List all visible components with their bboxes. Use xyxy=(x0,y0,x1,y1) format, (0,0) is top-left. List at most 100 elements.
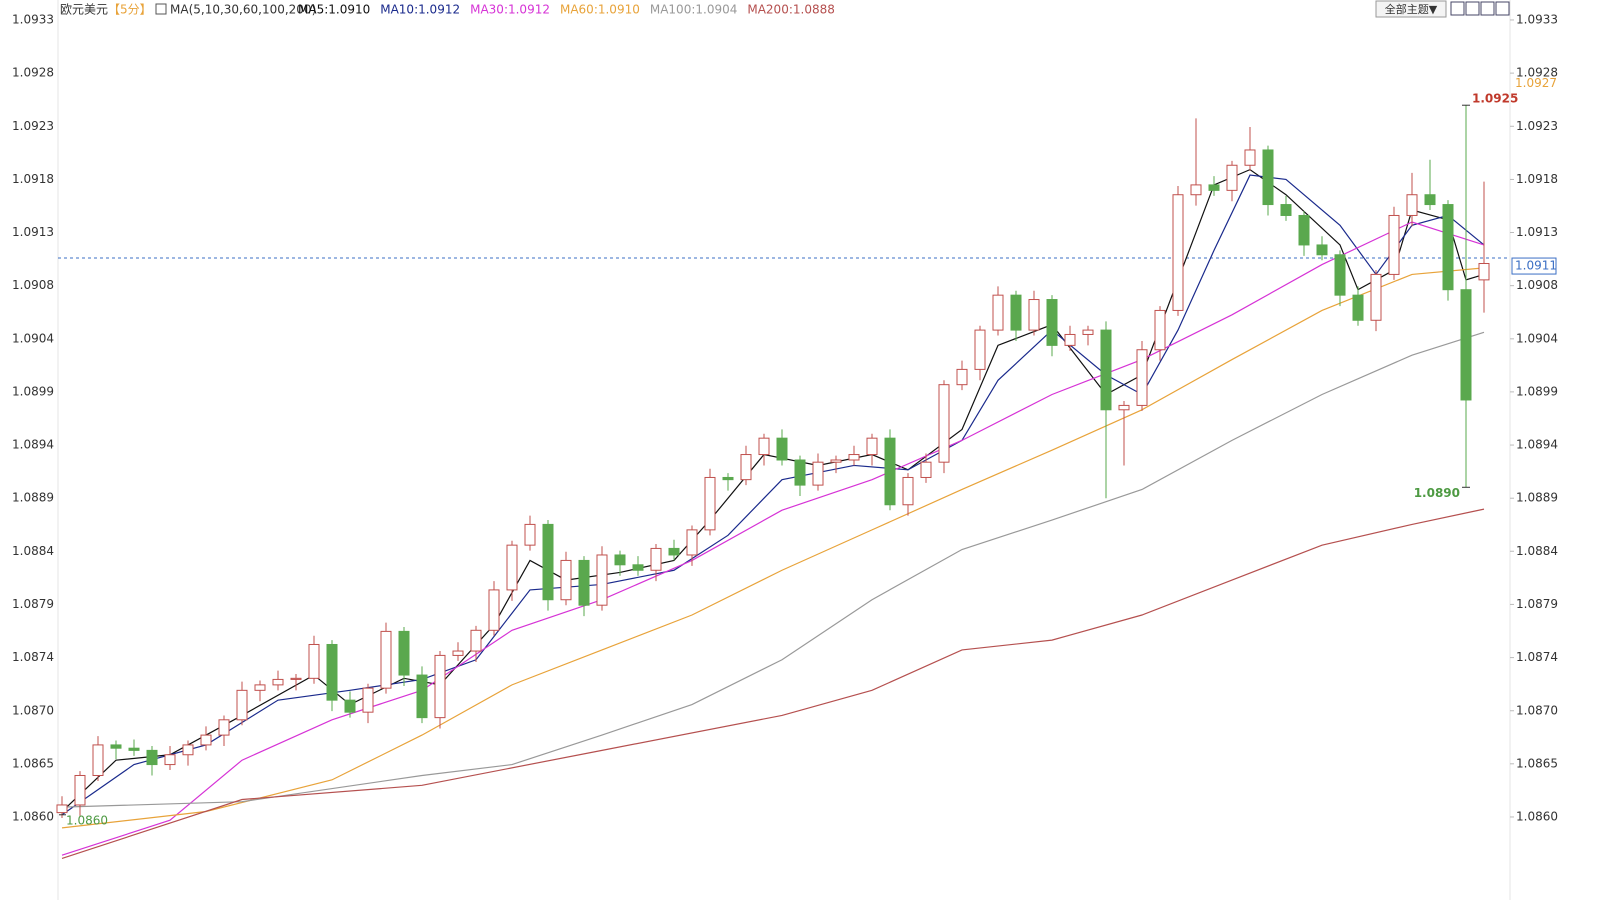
y-tick-label: 1.0933 xyxy=(1516,12,1558,26)
candle-body xyxy=(704,476,716,531)
y-tick-label: 1.0884 xyxy=(1516,544,1558,558)
candle-body xyxy=(1010,294,1022,331)
candle-body xyxy=(1064,333,1076,346)
y-tick-label: 1.0884 xyxy=(12,544,54,558)
y-tick-label: 1.0899 xyxy=(1516,384,1558,398)
candle-body xyxy=(1298,214,1310,246)
candle-body xyxy=(560,559,572,601)
candle-body xyxy=(1190,184,1202,196)
candle-body xyxy=(902,476,914,506)
price-marker-label: 1.0927 xyxy=(1515,76,1557,90)
toolbar-icons xyxy=(1450,1,1510,16)
candle-body xyxy=(1388,214,1400,275)
icon-button[interactable] xyxy=(1480,1,1495,16)
ma-line xyxy=(61,508,1485,860)
candle-body xyxy=(614,554,626,566)
candle-body xyxy=(308,643,320,679)
candle-body xyxy=(398,630,410,676)
y-tick-label: 1.0894 xyxy=(12,438,54,452)
y-tick-label: 1.0918 xyxy=(12,172,54,186)
candle-body xyxy=(236,689,248,721)
y-tick-label: 1.0874 xyxy=(1516,650,1558,664)
candle-body xyxy=(74,774,86,806)
candle-body xyxy=(794,459,806,486)
ma-line xyxy=(61,221,1485,856)
y-tick-label: 1.0870 xyxy=(12,703,54,717)
candle-body xyxy=(542,523,554,601)
candle-body xyxy=(830,459,842,463)
y-tick-label: 1.0933 xyxy=(12,12,54,26)
y-tick-label: 1.0860 xyxy=(1516,809,1558,823)
candle-body xyxy=(812,461,824,486)
candle-body xyxy=(200,734,212,746)
y-tick-label: 1.0913 xyxy=(12,225,54,239)
candle-body xyxy=(1100,329,1112,411)
candle-body xyxy=(1406,194,1418,216)
candle-body xyxy=(1334,254,1346,296)
candle-body xyxy=(686,529,698,556)
candle-body xyxy=(1352,294,1364,321)
chart-subtitle: 【5分】 xyxy=(108,3,152,17)
y-tick-label: 1.0904 xyxy=(12,331,54,345)
candle-body xyxy=(1208,184,1220,191)
y-tick-label: 1.0908 xyxy=(12,278,54,292)
candle-body xyxy=(848,454,860,461)
candle-body xyxy=(56,804,68,814)
ma-line xyxy=(61,267,1485,829)
start-label: 1.0860 xyxy=(66,813,108,827)
indicator-icon[interactable] xyxy=(155,3,167,15)
legend-entry: MA200:1.0888 xyxy=(747,3,835,17)
candle-body xyxy=(992,294,1004,331)
y-tick-label: 1.0879 xyxy=(12,597,54,611)
candle-body xyxy=(1154,309,1166,351)
candle-body xyxy=(1118,404,1130,411)
candle-body xyxy=(1262,149,1274,206)
y-tick-label: 1.0879 xyxy=(1516,597,1558,611)
candle-body xyxy=(938,384,950,463)
candle-body xyxy=(326,643,338,701)
y-tick-label: 1.0928 xyxy=(12,66,54,80)
icon-button[interactable] xyxy=(1495,1,1510,16)
candle-body xyxy=(776,437,788,461)
candle-body xyxy=(362,687,374,713)
high-label: 1.0925 xyxy=(1472,92,1518,106)
y-tick-label: 1.0904 xyxy=(1516,331,1558,345)
y-tick-label: 1.0923 xyxy=(1516,119,1558,133)
candle-body xyxy=(1172,194,1184,311)
chart-title: 欧元美元 xyxy=(60,3,108,17)
indicator-label: MA(5,10,30,60,100,200) xyxy=(170,3,316,17)
candle-body xyxy=(722,476,734,481)
candle-body xyxy=(272,678,284,686)
candle-body xyxy=(1478,263,1490,281)
icon-button[interactable] xyxy=(1465,1,1480,16)
y-tick-label: 1.0889 xyxy=(12,491,54,505)
candle-body xyxy=(1370,273,1382,321)
legend: MA5:1.0910 MA10:1.0912 MA30:1.0912 MA60:1.0… xyxy=(298,3,835,17)
candle-body xyxy=(920,461,932,478)
legend-entry: MA60:1.0910 xyxy=(560,3,640,17)
candle-body xyxy=(164,754,176,766)
y-tick-label: 1.0894 xyxy=(1516,438,1558,452)
candle-body xyxy=(1424,194,1436,206)
candle-body xyxy=(416,674,428,719)
candle-body xyxy=(740,454,752,481)
y-tick-label: 1.0865 xyxy=(1516,756,1558,770)
candle-body xyxy=(92,744,104,776)
candle-body xyxy=(344,699,356,713)
candle-body xyxy=(578,559,590,606)
candle-body xyxy=(218,719,230,736)
candle-body xyxy=(506,544,518,591)
theme-button[interactable] xyxy=(1375,0,1447,18)
candle-body xyxy=(1136,349,1148,406)
y-tick-label: 1.0918 xyxy=(1516,172,1558,186)
icon-button[interactable] xyxy=(1450,1,1465,16)
y-tick-label: 1.0874 xyxy=(12,650,54,664)
candle-body xyxy=(650,547,662,571)
candle-body xyxy=(668,547,680,556)
legend-entry: MA10:1.0912 xyxy=(380,3,460,17)
candle-body xyxy=(1442,204,1454,291)
candle-body xyxy=(884,437,896,506)
candle-body xyxy=(470,629,482,652)
y-tick-label: 1.0865 xyxy=(12,756,54,770)
